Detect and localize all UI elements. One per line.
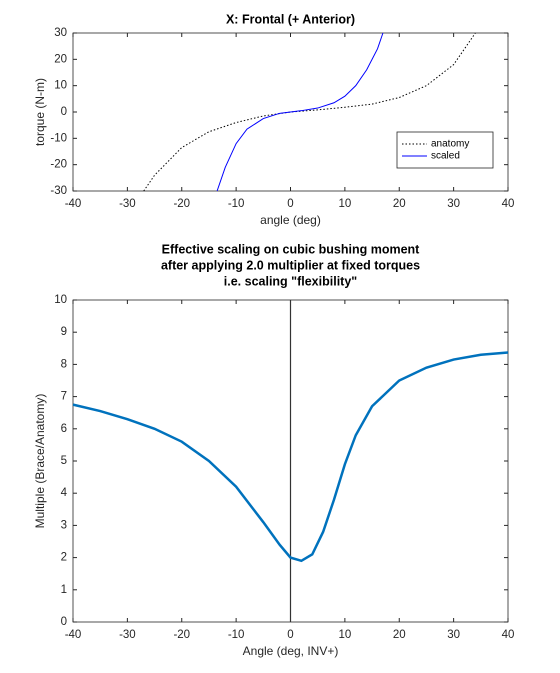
y-tick-label: -30 [50,185,67,197]
y-tick-label: -10 [50,132,67,144]
x-tick-label: -10 [228,629,245,641]
y-tick-label: 8 [61,358,67,370]
y-tick-label: -20 [50,159,67,171]
x-tick-label: -40 [65,629,82,641]
y-tick-label: 9 [61,326,67,338]
x-axis-label: Angle (deg, INV+) [243,644,339,658]
y-tick-label: 6 [61,423,67,435]
x-tick-label: -40 [65,198,82,210]
chart-title: Effective scaling on cubic bushing momen… [162,242,421,256]
x-tick-label: 30 [447,629,460,641]
x-tick-label: -30 [119,198,136,210]
x-tick-label: 10 [338,198,351,210]
y-tick-label: 10 [54,80,67,92]
legend-box [396,131,494,169]
x-tick-label: 40 [502,198,515,210]
chart-title: X: Frontal (+ Anterior) [226,12,355,26]
x-tick-label: 10 [338,629,351,641]
chart-title: i.e. scaling "flexibility" [224,274,357,288]
y-axis-label: Multiple (Brace/Anatomy) [33,394,47,529]
legend-label: scaled [431,151,460,162]
y-tick-label: 5 [61,455,67,467]
y-axis-label: torque (N-m) [33,78,47,146]
y-tick-label: 1 [61,584,67,596]
y-tick-label: 0 [61,616,67,628]
data-line [143,32,476,192]
y-tick-label: 10 [54,294,67,306]
y-tick-label: 20 [54,53,67,65]
y-tick-label: 4 [61,487,68,499]
x-tick-label: -20 [173,629,190,641]
y-tick-label: 30 [54,27,67,39]
chart-title: after applying 2.0 multiplier at fixed t… [161,258,420,272]
x-tick-label: -10 [228,198,245,210]
y-tick-label: 0 [61,106,67,118]
x-tick-label: 20 [393,198,406,210]
x-tick-label: -30 [119,629,136,641]
x-tick-label: 40 [502,629,515,641]
legend-label: anatomy [431,139,469,150]
data-line [72,351,509,563]
x-tick-label: -20 [173,198,190,210]
data-line [216,32,384,192]
x-tick-label: 30 [447,198,460,210]
y-tick-label: 2 [61,552,67,564]
x-tick-label: 0 [287,629,293,641]
y-tick-label: 3 [61,519,67,531]
x-tick-label: 20 [393,629,406,641]
x-axis-label: angle (deg) [260,213,321,227]
x-tick-label: 0 [287,198,293,210]
y-tick-label: 7 [61,391,67,403]
